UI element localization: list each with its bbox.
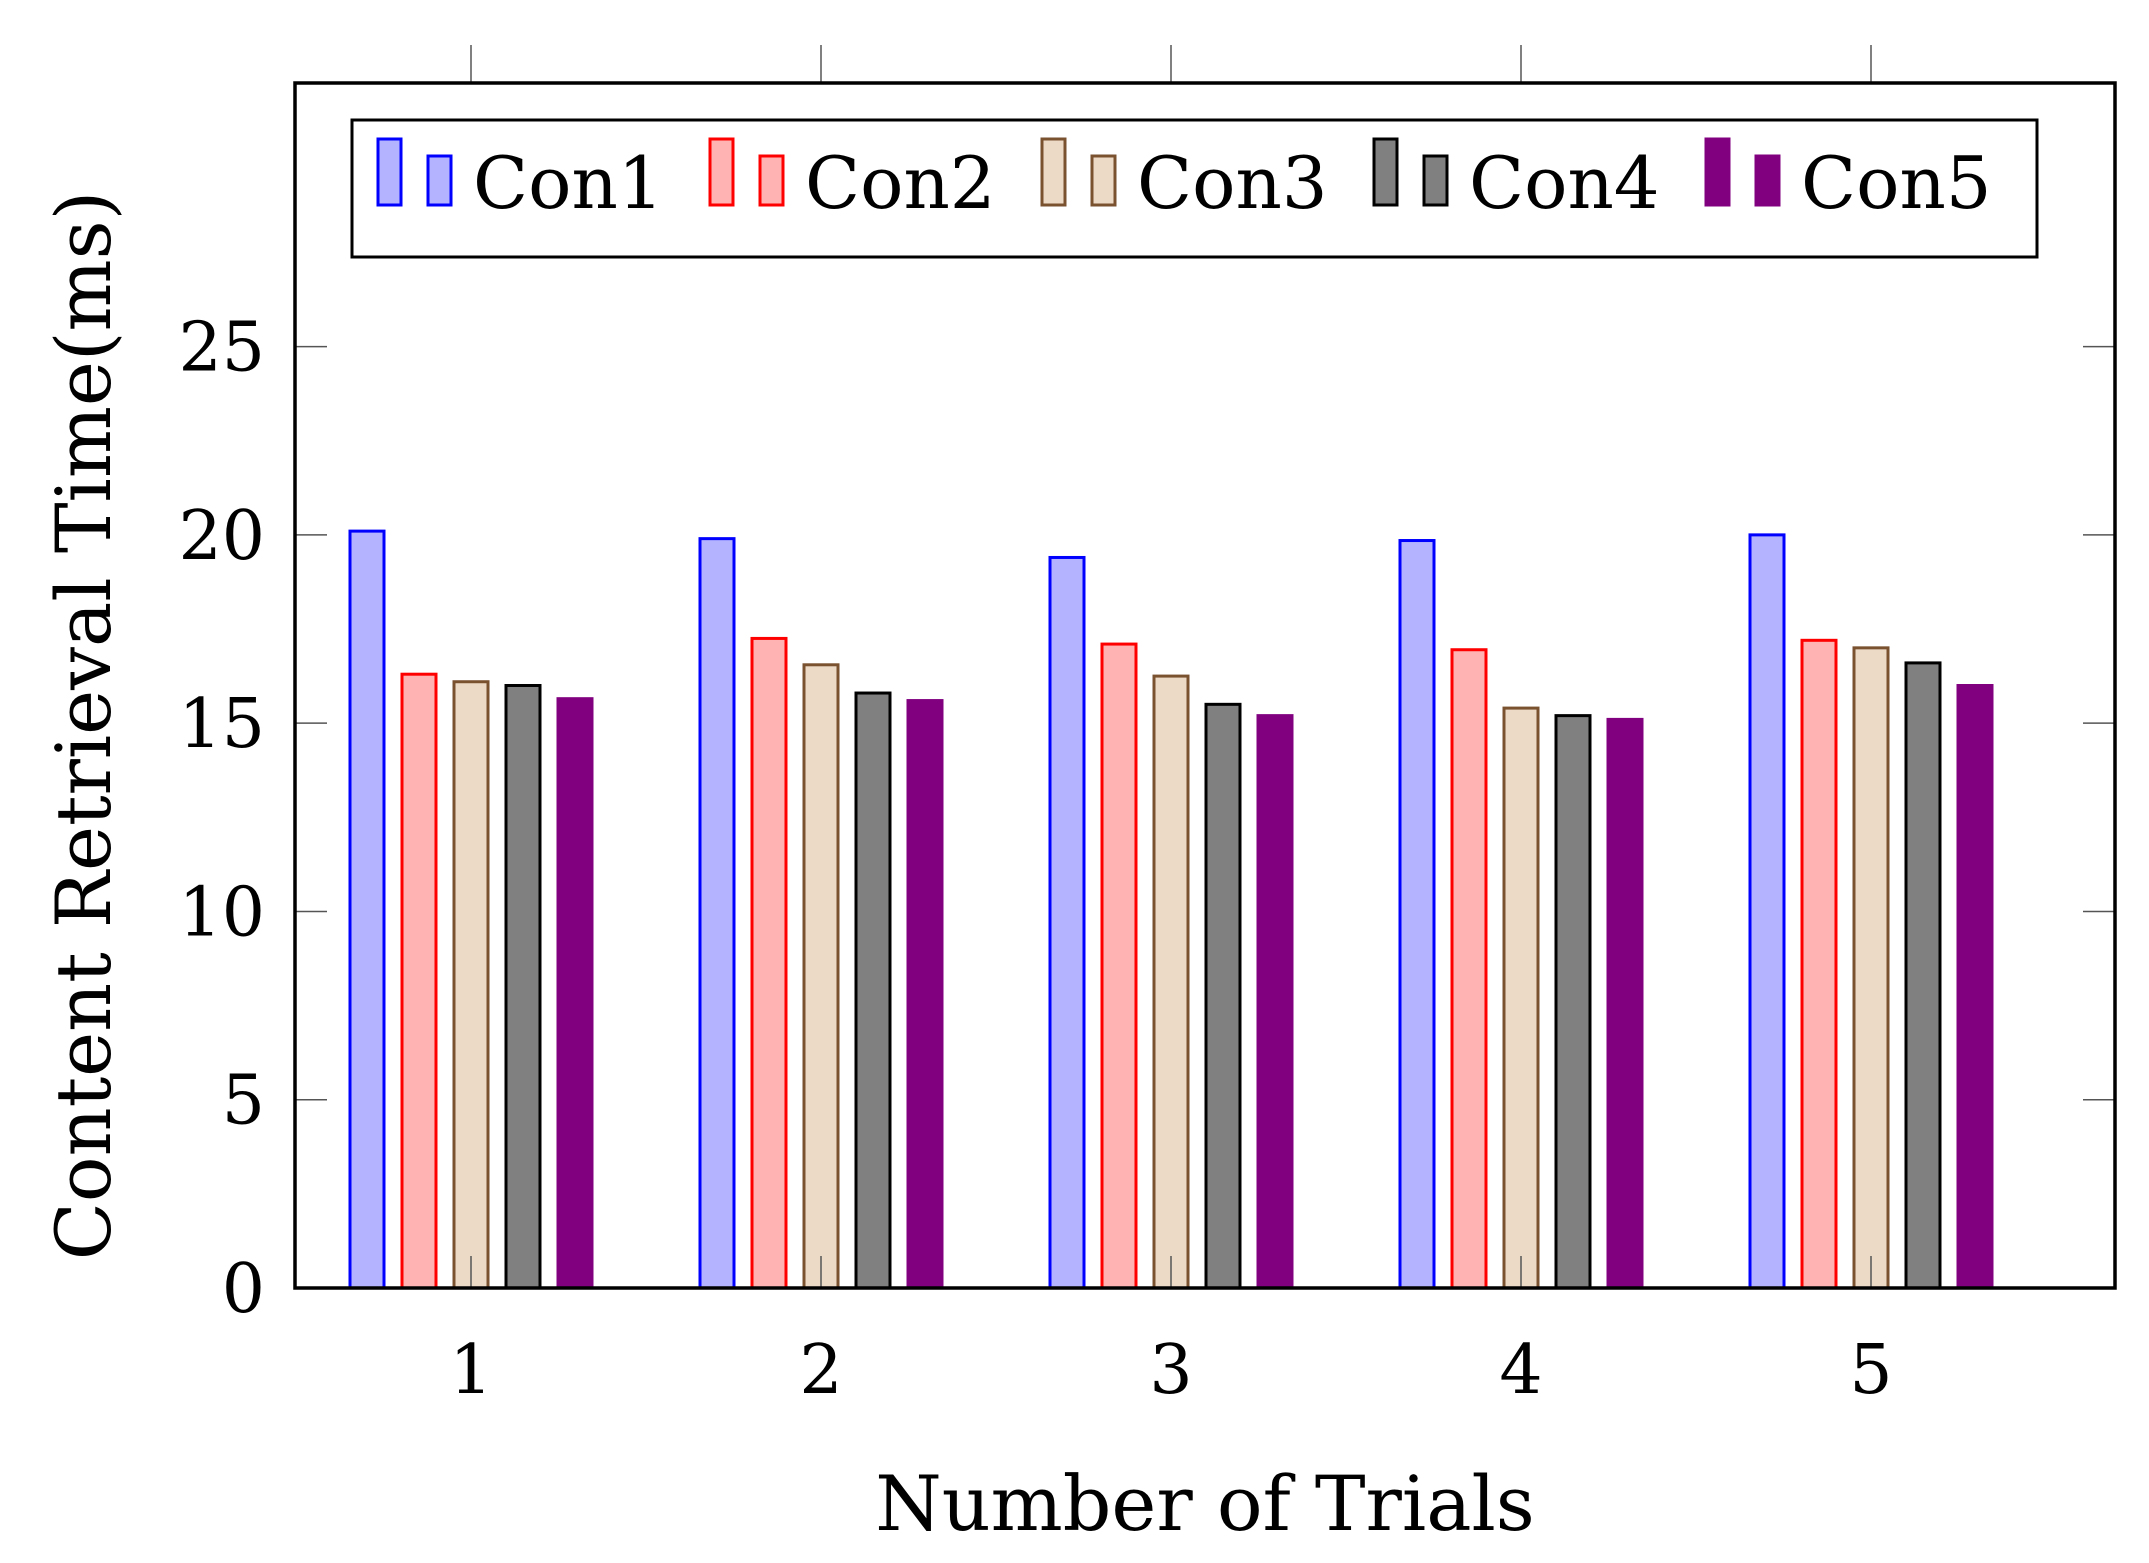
bar-con3-trial-1 xyxy=(452,680,490,1290)
legend-swatch-short-con5 xyxy=(1754,154,1781,207)
bar-con4-trial-3 xyxy=(1204,702,1242,1290)
legend-swatch-tall-con2 xyxy=(708,137,735,207)
bar-con1-trial-4 xyxy=(1398,539,1436,1290)
axes-layer: 0 5 10 15 20 25 1 2 3 4 5 xyxy=(178,45,2117,1410)
bar-con1-trial-1 xyxy=(348,529,386,1290)
legend: Con1 Con2 Con3 Con4 Con5 xyxy=(350,118,2039,259)
plot-frame xyxy=(293,81,2117,1290)
legend-label-con4: Con4 xyxy=(1469,141,1660,225)
legend-swatch-tall-con5 xyxy=(1704,137,1731,207)
bar-con1-trial-5 xyxy=(1748,533,1786,1290)
y-tick-label-5: 5 xyxy=(222,1062,265,1141)
legend-label-con1: Con1 xyxy=(473,141,664,225)
x-tick-label-3: 3 xyxy=(1149,1331,1192,1410)
bar-con5-trial-5 xyxy=(1956,684,1994,1290)
legend-label-con2: Con2 xyxy=(805,141,996,225)
bar-con2-trial-5 xyxy=(1800,638,1838,1290)
legend-label-con5: Con5 xyxy=(1801,141,1992,225)
legend-swatch-short-con4 xyxy=(1422,154,1449,207)
bar-con2-trial-1 xyxy=(400,672,438,1290)
y-tick-label-15: 15 xyxy=(178,685,265,764)
legend-swatch-tall-con1 xyxy=(376,137,403,207)
x-tick-label-5: 5 xyxy=(1849,1331,1892,1410)
bar-con4-trial-1 xyxy=(504,684,542,1290)
bar-con1-trial-2 xyxy=(698,537,736,1290)
bar-con5-trial-3 xyxy=(1256,714,1294,1290)
y-tick-label-0: 0 xyxy=(222,1250,265,1329)
bar-con3-trial-5 xyxy=(1852,646,1890,1290)
bar-con4-trial-4 xyxy=(1554,714,1592,1290)
legend-swatch-short-con1 xyxy=(426,154,453,207)
bar-con3-trial-4 xyxy=(1502,706,1540,1290)
bar-con3-trial-3 xyxy=(1152,674,1190,1290)
bar-con3-trial-2 xyxy=(802,663,840,1290)
bar-con2-trial-3 xyxy=(1100,642,1138,1290)
bar-con4-trial-2 xyxy=(854,691,892,1290)
legend-label-con3: Con3 xyxy=(1137,141,1328,225)
marks-layer xyxy=(348,529,1994,1290)
legend-swatch-tall-con3 xyxy=(1040,137,1067,207)
bar-con5-trial-1 xyxy=(556,697,594,1290)
bar-con4-trial-5 xyxy=(1904,661,1942,1290)
bar-con2-trial-4 xyxy=(1450,648,1488,1290)
bar-con5-trial-4 xyxy=(1606,717,1644,1290)
legend-swatch-short-con3 xyxy=(1090,154,1117,207)
x-tick-label-2: 2 xyxy=(799,1331,842,1410)
bar-con5-trial-2 xyxy=(906,699,944,1290)
y-axis-label: Content Retrieval Time(ms) xyxy=(39,191,128,1261)
x-axis-label: Number of Trials xyxy=(875,1459,1535,1548)
bar-con1-trial-3 xyxy=(1048,555,1086,1290)
y-tick-label-20: 20 xyxy=(178,497,265,576)
y-tick-label-25: 25 xyxy=(178,309,265,388)
y-tick-label-10: 10 xyxy=(178,873,265,952)
x-tick-label-4: 4 xyxy=(1499,1331,1542,1410)
x-tick-label-1: 1 xyxy=(449,1331,492,1410)
bar-con2-trial-2 xyxy=(750,636,788,1290)
legend-swatch-short-con2 xyxy=(758,154,785,207)
legend-swatch-tall-con4 xyxy=(1372,137,1399,207)
